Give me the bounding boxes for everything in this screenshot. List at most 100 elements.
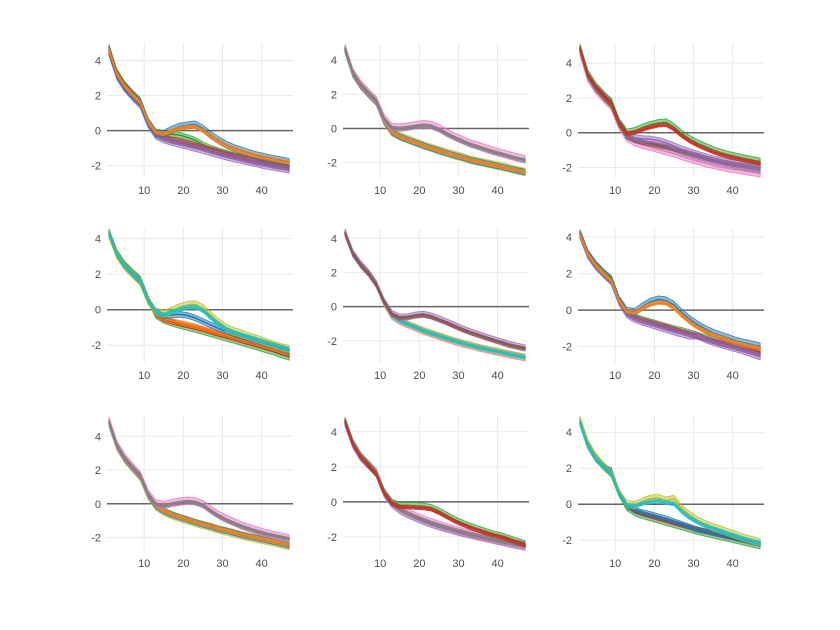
chart-r1c3: 10 20 30 40 -2 0 2 4 (562, 43, 764, 197)
x-tick-label: 40 (256, 370, 268, 382)
y-tick-label: 0 (331, 497, 337, 509)
x-tick-label: 40 (727, 558, 739, 570)
x-tick-label: 10 (138, 370, 150, 382)
x-tick-label: 20 (648, 185, 660, 197)
y-tick-label: 2 (566, 269, 572, 281)
y-tick-label: 0 (331, 302, 337, 314)
y-tick-label: 0 (566, 499, 572, 511)
y-tick-label: 2 (331, 89, 337, 101)
y-tick-label: 2 (95, 269, 101, 281)
x-tick-label: 40 (492, 370, 504, 382)
y-tick-label: -2 (91, 161, 101, 173)
y-tick-label: -2 (562, 163, 572, 175)
x-tick-label: 30 (216, 370, 228, 382)
chart-r3c3: 10 20 30 40 -2 0 2 4 (562, 416, 764, 570)
y-tick-label: -2 (562, 535, 572, 547)
x-tick-label: 20 (413, 185, 425, 197)
x-tick-label: 10 (374, 558, 386, 570)
x-tick-label: 30 (452, 558, 464, 570)
y-tick-label: 2 (331, 267, 337, 279)
subplot-r2c3: 10 20 30 40 -2 0 2 4 (546, 226, 766, 387)
x-tick-label: 10 (609, 558, 621, 570)
y-tick-label: 4 (95, 234, 101, 246)
x-tick-label: 20 (177, 370, 189, 382)
subplot-r2c2: 10 20 30 40 -2 0 2 4 (311, 226, 531, 387)
y-tick-label: 0 (95, 499, 101, 511)
x-tick-label: 10 (374, 185, 386, 197)
series-line-orange (108, 49, 290, 164)
y-tick-label: 4 (331, 233, 337, 245)
chart-r2c3: 10 20 30 40 -2 0 2 4 (562, 228, 764, 382)
confidence-band-gray (108, 419, 290, 542)
y-tick-label: 2 (566, 93, 572, 105)
y-tick-label: 4 (95, 431, 101, 443)
x-tick-label: 10 (374, 370, 386, 382)
x-tick-label: 10 (138, 185, 150, 197)
x-tick-label: 20 (177, 185, 189, 197)
chart-r1c1: 10 20 30 40 -2 0 2 4 (91, 43, 293, 197)
confidence-band-pink (108, 416, 290, 543)
x-tick-label: 40 (492, 185, 504, 197)
x-tick-label: 10 (609, 185, 621, 197)
series-line-brown (344, 232, 526, 350)
y-tick-label: -2 (91, 533, 101, 545)
x-tick-label: 40 (727, 370, 739, 382)
series-line-gray (344, 48, 526, 162)
x-tick-label: 30 (687, 370, 699, 382)
subplot-r2c1: 10 20 30 40 -2 0 2 4 (75, 226, 295, 387)
y-tick-label: 0 (331, 123, 337, 135)
y-tick-label: 2 (95, 465, 101, 477)
confidence-band-pink (344, 43, 526, 164)
y-tick-label: -2 (91, 340, 101, 352)
confidence-band-red (579, 46, 761, 166)
series-line-red (344, 421, 526, 546)
x-tick-label: 20 (648, 558, 660, 570)
x-tick-label: 20 (648, 370, 660, 382)
confidence-band-brown (344, 231, 526, 351)
confidence-band-purple (344, 229, 526, 352)
x-tick-label: 40 (256, 185, 268, 197)
y-tick-label: 4 (566, 232, 572, 244)
x-tick-label: 10 (609, 370, 621, 382)
y-tick-label: 4 (566, 427, 572, 439)
subplot-r3c3: 10 20 30 40 -2 0 2 4 (546, 414, 766, 575)
confidence-band-orange (108, 47, 290, 165)
confidence-band-olive (579, 417, 761, 547)
chart-r2c2: 10 20 30 40 -2 0 2 4 (327, 228, 529, 382)
x-tick-label: 20 (413, 370, 425, 382)
y-tick-label: 4 (331, 55, 337, 67)
x-tick-label: 40 (256, 558, 268, 570)
x-tick-label: 30 (216, 185, 228, 197)
y-tick-label: 2 (95, 91, 101, 103)
x-tick-label: 30 (687, 185, 699, 197)
y-tick-label: -2 (327, 532, 337, 544)
series-line-red (579, 47, 761, 165)
confidence-band-purple (108, 49, 290, 174)
subplot-r3c1: 10 20 30 40 -2 0 2 4 (75, 414, 295, 575)
y-tick-label: 4 (566, 58, 572, 70)
x-tick-label: 40 (727, 185, 739, 197)
x-tick-label: 30 (452, 370, 464, 382)
chart-r3c1: 10 20 30 40 -2 0 2 4 (91, 416, 293, 570)
series-line-gray (108, 420, 290, 540)
x-tick-label: 30 (452, 185, 464, 197)
y-tick-label: -2 (562, 342, 572, 354)
series-line-orange (579, 233, 761, 350)
x-tick-label: 10 (138, 558, 150, 570)
y-tick-label: 0 (95, 305, 101, 317)
series-line-cyan (579, 422, 761, 544)
x-tick-label: 30 (216, 558, 228, 570)
y-tick-label: 4 (331, 427, 337, 439)
y-tick-label: -2 (327, 158, 337, 170)
subplot-r1c2: 10 20 30 40 -2 0 2 4 (311, 41, 531, 202)
x-tick-label: 30 (687, 558, 699, 570)
chart-r3c2: 10 20 30 40 -2 0 2 4 (327, 416, 529, 570)
subplot-r3c2: 10 20 30 40 -2 0 2 4 (311, 414, 531, 575)
y-tick-label: 0 (566, 128, 572, 140)
confidence-band-orange (108, 420, 290, 547)
chart-r2c1: 10 20 30 40 -2 0 2 4 (91, 228, 293, 382)
subplot-r1c1: 10 20 30 40 -2 0 2 4 (75, 41, 295, 202)
y-tick-label: 0 (566, 305, 572, 317)
y-tick-label: 2 (331, 462, 337, 474)
